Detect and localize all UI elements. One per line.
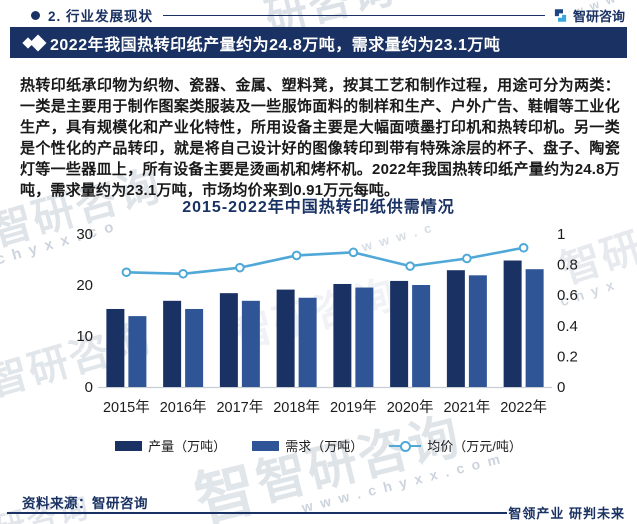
x-axis-label: 2016年 [160, 399, 207, 416]
supply-demand-chart: 0 10 20 30 0 0.2 0.4 0.6 0.8 1 2015年 2016年 2017年 2018… [0, 223, 637, 423]
right-axis-tick: 0.4 [557, 318, 578, 335]
bar-demand [185, 309, 203, 387]
chart-title: 2015-2022年中国热转印纸供需情况 [0, 193, 637, 217]
legend-swatch-production [115, 441, 142, 451]
right-axis-tick: 0.6 [557, 287, 578, 304]
report-page: 研咨询w w w .智研咨询c h y x x . c o智研咨询w w w .… [0, 0, 637, 524]
bar-demand [128, 316, 146, 387]
right-axis-tick: 1 [557, 226, 565, 243]
left-axis-tick: 30 [76, 226, 93, 243]
footer-slogan: 智领产业 研判未来 [508, 503, 625, 522]
left-axis-tick: 20 [76, 277, 93, 294]
x-axis-label: 2017年 [216, 399, 263, 416]
legend-item-demand: 需求（万吨） [252, 436, 363, 455]
bar-demand [242, 301, 260, 387]
bar-demand [299, 298, 317, 387]
price-line-marker [350, 249, 358, 257]
x-axis-label: 2018年 [273, 399, 320, 416]
headline-banner: 2022年我国热转印纸产量约为24.8万吨，需求量约为23.1万吨 [10, 27, 627, 58]
brand-logo: 智研咨询 [553, 6, 625, 25]
bar-production [163, 301, 181, 387]
bar-demand [412, 285, 430, 387]
brand-logo-text: 智研咨询 [573, 6, 625, 25]
x-axis-label: 2020年 [387, 399, 434, 416]
data-source: 资料来源：智研咨询 [22, 492, 148, 512]
price-line-marker [406, 262, 414, 270]
bar-production [447, 270, 465, 387]
section-title: 2. 行业发展现状 [48, 5, 153, 25]
price-line-marker [236, 264, 244, 272]
legend-item-price: 均价（万元/吨） [389, 436, 522, 455]
x-axis-label: 2021年 [443, 399, 490, 416]
left-axis-tick: 0 [85, 379, 93, 396]
legend-line-marker [389, 441, 421, 451]
legend-label-demand: 需求（万吨） [285, 436, 363, 455]
page-header: 2. 行业发展现状 智研咨询 [0, 6, 637, 24]
x-axis-label: 2019年 [330, 399, 377, 416]
right-axis-tick: 0.2 [557, 348, 578, 365]
price-line-marker [179, 270, 187, 278]
header-divider [163, 15, 545, 16]
legend-label-production: 产量（万吨） [148, 436, 226, 455]
price-line-marker [520, 244, 528, 252]
left-axis-tick: 10 [76, 328, 93, 345]
bar-production [277, 290, 295, 387]
legend-label-price: 均价（万元/吨） [427, 436, 522, 455]
bar-production [333, 284, 351, 387]
x-axis-label: 2022年 [500, 399, 547, 416]
footer-divider [7, 512, 507, 514]
bar-production [504, 261, 522, 387]
legend-swatch-demand [252, 441, 279, 451]
bar-production [390, 281, 408, 387]
x-axis-label: 2015年 [103, 399, 150, 416]
bar-demand [526, 269, 544, 387]
body-paragraph: 热转印纸承印物为织物、瓷器、金属、塑料凳，按其工艺和制作过程，用途可分为两类：一… [20, 75, 620, 201]
right-axis-tick: 0.8 [557, 257, 578, 274]
price-line-marker [293, 252, 301, 260]
bar-demand [355, 288, 373, 387]
bullet-icon [31, 11, 40, 20]
price-line-marker [123, 268, 131, 276]
chart-legend: 产量（万吨） 需求（万吨） 均价（万元/吨） [0, 436, 637, 455]
legend-item-production: 产量（万吨） [115, 436, 226, 455]
bar-production [220, 293, 238, 387]
zhiyan-logo-icon [553, 8, 568, 23]
bar-demand [469, 275, 487, 387]
bar-production [106, 309, 124, 387]
headline-text: 2022年我国热转印纸产量约为24.8万吨，需求量约为23.1万吨 [50, 31, 500, 55]
price-line-marker [463, 255, 471, 263]
right-axis-tick: 0 [557, 379, 565, 396]
diamond-icon [24, 35, 50, 51]
